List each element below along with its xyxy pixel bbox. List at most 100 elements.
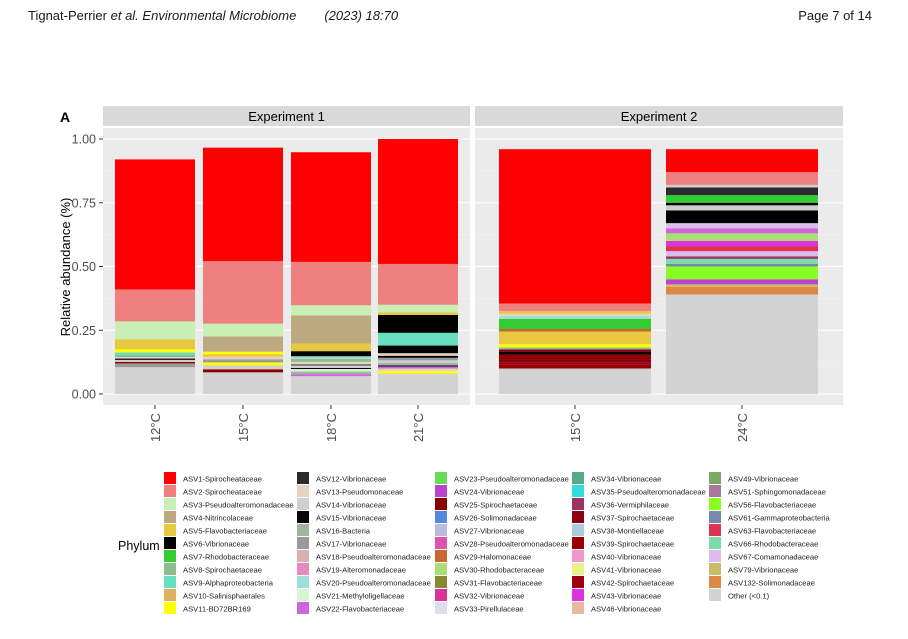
bar-segment	[666, 251, 818, 257]
legend-label: ASV15-Vibrionaceae	[316, 514, 386, 523]
legend-label: ASV10-Salinisphaerales	[183, 592, 265, 601]
legend-label: ASV21-Methyloligellaceae	[316, 592, 405, 601]
bar-segment	[499, 331, 651, 345]
bar-segment	[378, 362, 458, 366]
bar-segment	[378, 357, 458, 361]
y-tick-label: 1.00	[72, 133, 96, 147]
bar-segment	[499, 303, 651, 312]
bar-segment	[499, 316, 651, 319]
facet-label: Experiment 2	[621, 109, 698, 124]
legend-swatch	[709, 550, 721, 562]
bar-segment	[291, 356, 371, 359]
bar-segment	[203, 147, 283, 262]
bar-segment	[291, 305, 371, 316]
legend-label: ASV13-Pseudomonaceae	[316, 488, 403, 497]
running-head: Tignat-Perrier et al. Environmental Micr…	[28, 8, 398, 23]
bar-segment	[291, 369, 371, 372]
bar-segment	[291, 358, 371, 362]
legend-label: ASV6-Vibrionaceae	[183, 540, 249, 549]
bar-segment	[378, 360, 458, 363]
legend-label: ASV19-Alteromonadaceae	[316, 566, 406, 575]
bar-segment	[203, 369, 283, 373]
legend-label: ASV34-Vibrionaceae	[591, 475, 661, 484]
bar-segment	[378, 139, 458, 264]
legend-swatch	[572, 485, 584, 497]
bar-segment	[499, 364, 651, 369]
legend-label: ASV51-Sphingomonadaceae	[728, 488, 826, 497]
bar-segment	[378, 345, 458, 354]
legend-label: ASV33-Pirellulaceae	[454, 605, 524, 614]
bar-segment	[666, 286, 818, 295]
bar-segment	[666, 205, 818, 211]
bar-segment	[115, 349, 195, 353]
legend-swatch	[164, 537, 176, 549]
legend-swatch	[572, 550, 584, 562]
bar-segment	[499, 357, 651, 360]
bar-segment	[203, 372, 283, 394]
bar-segment	[115, 289, 195, 322]
bar-segment	[666, 258, 818, 264]
bar-segment	[115, 363, 195, 368]
bar-segment	[666, 195, 818, 203]
legend-swatch	[435, 524, 447, 536]
bar-segment	[378, 371, 458, 374]
legend-label: ASV42-Spirochaetaceae	[591, 579, 674, 588]
legend-label: ASV23-Pseudoalteromonadaceae	[454, 475, 569, 484]
legend-label: Other (<0.1)	[728, 592, 770, 601]
facet-strip	[103, 106, 470, 126]
bar-segment	[378, 304, 458, 313]
bar-segment	[291, 351, 371, 357]
legend-swatch	[572, 589, 584, 601]
bar-segment	[291, 315, 371, 344]
bar-segment	[291, 152, 371, 262]
legend-label: ASV32-Vibrionaceae	[454, 592, 524, 601]
legend-label: ASV3-Pseudoalteromonadaceae	[183, 501, 294, 510]
bar-segment	[115, 159, 195, 290]
x-tick-label: 24°C	[735, 413, 750, 442]
legend-label: ASV7-Rhodobacteraceae	[183, 553, 269, 562]
bar-segment	[291, 343, 371, 352]
year-volume: (2023) 18:70	[324, 8, 399, 23]
bar-segment	[378, 366, 458, 369]
bar-segment	[499, 354, 651, 358]
bar-segment	[115, 367, 195, 394]
legend-label: ASV41-Vibrionaceae	[591, 566, 661, 575]
legend-label: ASV29-Halomonaceae	[454, 553, 531, 562]
legend-label: ASV56-Flavobacteriaceae	[728, 501, 816, 510]
facet-label: Experiment 1	[248, 109, 325, 124]
legend-title: Phylum	[118, 539, 160, 553]
bar-segment	[291, 361, 371, 365]
bar-segment	[378, 314, 458, 333]
bar-segment	[115, 361, 195, 364]
legend-swatch	[164, 498, 176, 510]
legend-swatch	[164, 589, 176, 601]
legend-swatch	[164, 602, 176, 614]
bar-segment	[499, 318, 651, 329]
bar-segment	[115, 339, 195, 350]
bar-segment	[115, 321, 195, 340]
legend-swatch	[572, 511, 584, 523]
legend-label: ASV37-Spirochaetaceae	[591, 514, 674, 523]
bar-segment	[291, 364, 371, 366]
legend-label: ASV27-Vibrionaceae	[454, 527, 524, 536]
legend-swatch	[435, 498, 447, 510]
legend-label: ASV28-Pseudoalteromonadaceae	[454, 540, 569, 549]
legend-swatch	[164, 472, 176, 484]
legend-swatch	[709, 576, 721, 588]
bar-segment	[499, 351, 651, 355]
y-tick-label: 0.00	[72, 388, 96, 402]
legend-swatch	[297, 485, 309, 497]
bar-segment	[115, 359, 195, 362]
legend-label: ASV4-Nitrincolaceae	[183, 514, 253, 523]
bar-segment	[499, 344, 651, 348]
bar-segment	[499, 359, 651, 363]
legend-swatch	[297, 472, 309, 484]
legend-label: ASV79-Vibrionaceae	[728, 566, 798, 575]
legend-swatch	[164, 511, 176, 523]
bar-segment	[378, 365, 458, 367]
legend-label: ASV18-Pseudoalteromonadaceae	[316, 553, 431, 562]
bar-segment	[499, 328, 651, 332]
legend-swatch	[572, 537, 584, 549]
legend-label: ASV25-Spirochaetaceae	[454, 501, 537, 510]
bar-segment	[499, 313, 651, 317]
